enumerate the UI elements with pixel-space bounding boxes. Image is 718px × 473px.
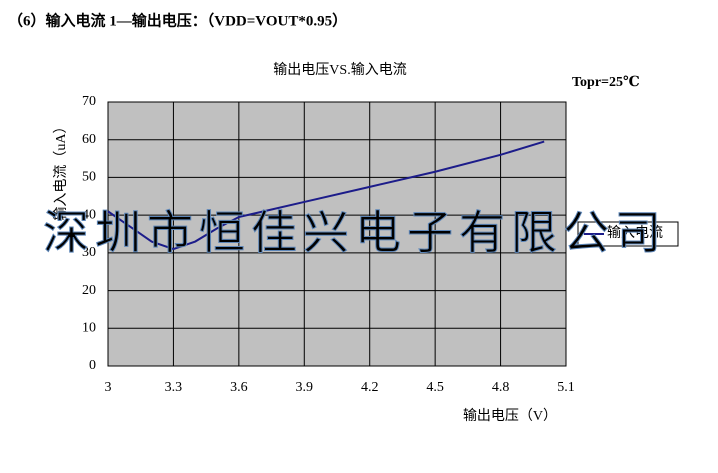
x-tick-label: 4.5 <box>426 380 444 395</box>
x-tick-label: 3.6 <box>230 380 248 395</box>
x-tick-label: 3.3 <box>165 380 183 395</box>
x-axis-label: 输出电压（V） <box>463 408 557 424</box>
y-tick-label: 70 <box>82 94 96 109</box>
y-tick-label: 0 <box>89 358 96 373</box>
y-tick-label: 60 <box>82 132 96 147</box>
watermark: 深圳市恒佳兴电子有限公司 <box>43 206 667 260</box>
x-tick-label: 3.9 <box>296 380 314 395</box>
x-tick-label: 5.1 <box>557 380 575 395</box>
x-tick-label: 4.8 <box>492 380 510 395</box>
data-line <box>107 140 545 251</box>
annotation: Topr=25℃ <box>572 75 640 90</box>
legend-label: 输入电流 <box>607 225 663 241</box>
x-tick-label: 4.2 <box>361 380 379 395</box>
x-tick-label: 3 <box>105 380 112 395</box>
y-tick-label: 40 <box>82 207 96 222</box>
header: （6）输入电流 1—输出电压：（VDD=VOUT*0.95） <box>8 11 347 29</box>
y-axis-label: 输入电流（uA） <box>53 119 69 220</box>
y-tick-label: 50 <box>82 170 96 185</box>
y-tick-label: 30 <box>82 245 96 260</box>
y-tick-label: 10 <box>82 321 96 336</box>
chart-title: 输出电压VS.输入电流 <box>273 62 406 78</box>
y-tick-label: 20 <box>82 283 96 298</box>
